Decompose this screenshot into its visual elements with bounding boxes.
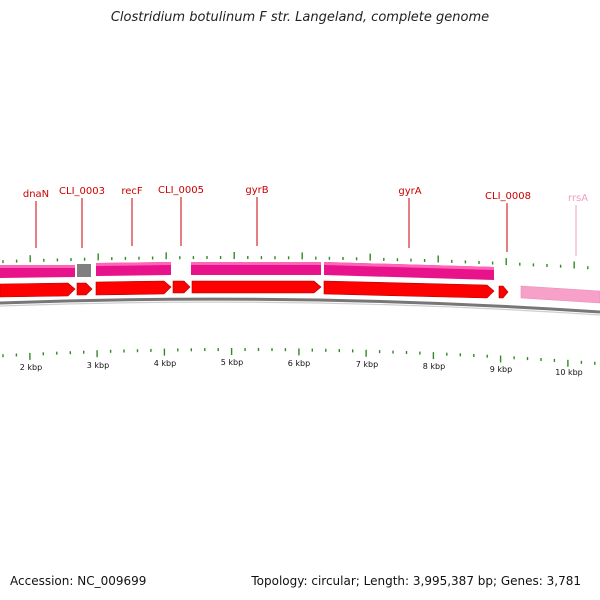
kbp-label-10: 10 kbp — [555, 368, 583, 377]
map-title: Clostridium botulinum F str. Langeland, … — [110, 10, 490, 25]
kbp-label-6: 6 kbp — [288, 359, 310, 368]
gene-gyrB-bar[interactable] — [191, 262, 321, 275]
kbp-label-layer: 2 kbp 3 kbp 4 kbp 5 kbp 6 kbp 7 kbp 8 kb… — [20, 358, 583, 377]
gene-label-gyrB[interactable]: gyrB — [245, 185, 268, 196]
cds-dnaN-arrow[interactable] — [0, 282, 76, 298]
cds-track — [0, 280, 600, 304]
gene-label-CLI_0003[interactable]: CLI_0003 — [59, 186, 105, 197]
genome-backbone-shadow — [0, 301, 600, 316]
genome-summary-text: Topology: circular; Length: 3,995,387 bp… — [251, 574, 581, 588]
gene-label-rrsA[interactable]: rrsA — [568, 193, 588, 204]
accession-text: Accession: NC_009699 — [10, 574, 147, 588]
gene-label-dnaN[interactable]: dnaN — [23, 189, 49, 200]
cds-CLI_0003-arrow[interactable] — [76, 282, 93, 296]
gene-highlight — [0, 262, 494, 270]
gene-label-CLI_0008[interactable]: CLI_0008 — [485, 191, 531, 202]
gene-label-layer: dnaN CLI_0003 recF CLI_0005 gyrB gyrA CL… — [23, 185, 588, 204]
rrna-rrsA-bar[interactable] — [520, 285, 600, 304]
kbp-label-7: 7 kbp — [356, 360, 378, 369]
cds-CLI_0005-arrow[interactable] — [172, 280, 191, 294]
cds-gyrB-arrow[interactable] — [191, 280, 322, 294]
gene-label-CLI_0005[interactable]: CLI_0005 — [158, 185, 204, 196]
kbp-label-5: 5 kbp — [221, 358, 243, 367]
cds-recF-arrow[interactable] — [95, 280, 172, 296]
gene-track — [0, 262, 494, 280]
gene-CLI_0003-bar[interactable] — [77, 264, 91, 277]
cds-CLI_0008-arrow[interactable] — [498, 285, 509, 299]
top-tick-row — [2, 252, 589, 270]
gene-dnaN-bar[interactable] — [0, 265, 75, 278]
bottom-tick-row — [2, 348, 596, 367]
kbp-label-3: 3 kbp — [87, 361, 109, 370]
kbp-label-9: 9 kbp — [490, 365, 512, 374]
kbp-label-2: 2 kbp — [20, 363, 42, 372]
kbp-label-4: 4 kbp — [154, 359, 176, 368]
gene-label-gyrA[interactable]: gyrA — [398, 186, 421, 197]
genome-backbone — [0, 297, 600, 314]
cds-gyrA-arrow[interactable] — [323, 280, 495, 299]
gene-label-recF[interactable]: recF — [121, 186, 143, 197]
label-leader-lines — [35, 197, 577, 256]
kbp-label-8: 8 kbp — [423, 362, 445, 371]
